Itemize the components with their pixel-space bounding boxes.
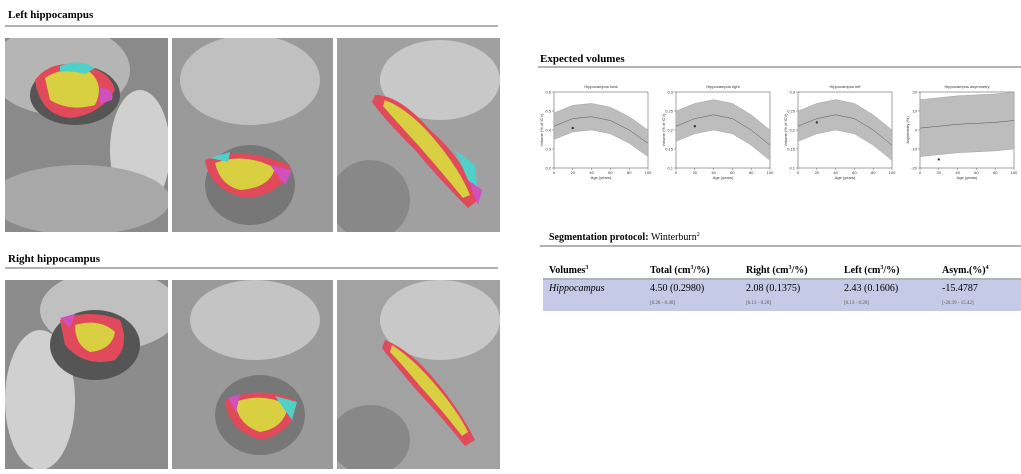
y-tick-label: 0.25 (665, 108, 674, 113)
header-text: Volumes (549, 265, 585, 276)
x-axis-label: Age (years) (835, 175, 856, 180)
protocol-line: Segmentation protocol: Winterburn2 (549, 232, 700, 243)
mri-image (0, 25, 170, 235)
row-label: Hippocampus (548, 283, 605, 294)
page: Left hippocampus Right hippocampus (0, 0, 1021, 469)
header-text: Total (cm (650, 265, 691, 276)
column-header: Right (cm3/%) (746, 265, 808, 276)
y-axis-label: Asymmetry (%) (905, 116, 910, 144)
y-tick-label: 10 (913, 108, 918, 113)
y-tick-label: 20 (913, 89, 918, 94)
chart-title: Hippocampus asymmetry (944, 84, 989, 89)
chart-title: Hippocampus right (706, 84, 740, 89)
y-tick-label: 0.2 (545, 165, 551, 170)
x-tick-label: 80 (627, 170, 632, 175)
x-axis-label: Age (years) (713, 175, 734, 180)
y-tick-label: 0.1 (667, 165, 673, 170)
range: [0.26 - 0.40] (650, 301, 675, 306)
section-title: Expected volumes (540, 53, 625, 65)
x-tick-label: 80 (871, 170, 876, 175)
protocol-label: Segmentation protocol: (549, 232, 649, 243)
x-tick-label: 0 (919, 170, 922, 175)
x-tick-label: 100 (1011, 170, 1018, 175)
mri-image (172, 35, 333, 232)
protocol-name: Winterburn (651, 232, 697, 243)
cell: 2.43 (0.1606) (844, 283, 898, 294)
header-rest: /%) (882, 265, 899, 276)
column-header: Volumes3 (549, 265, 588, 276)
x-tick-label: 80 (749, 170, 754, 175)
cell: 2.08 (0.1375) (746, 283, 800, 294)
header-rest: /%) (692, 265, 709, 276)
header-rest: /%) (791, 265, 808, 276)
y-tick-label: 0.1 (789, 165, 795, 170)
y-tick-label: 0.3 (545, 146, 551, 151)
column-header: Total (cm3/%) (650, 265, 710, 276)
chart-title: Hippocampus total (584, 84, 617, 89)
patient-point (938, 158, 940, 160)
confidence-band (920, 92, 1014, 157)
y-tick-label: 0.5 (545, 108, 551, 113)
cell: -15.4787 (942, 283, 978, 294)
y-tick-label: 0.6 (545, 89, 551, 94)
y-axis-label: Volume (% of ICV) (783, 113, 788, 147)
y-tick-label: 0 (915, 127, 918, 132)
x-tick-label: 100 (767, 170, 774, 175)
header-sup: 4 (986, 265, 989, 271)
x-axis-label: Age (years) (957, 175, 978, 180)
x-tick-label: 20 (815, 170, 820, 175)
header-text: Right (cm (746, 265, 789, 276)
x-tick-label: 20 (693, 170, 698, 175)
y-axis-label: Volume (% of ICV) (661, 113, 666, 147)
patient-point (572, 127, 574, 129)
x-tick-label: 20 (571, 170, 576, 175)
cell: 4.50 (0.2980) (650, 283, 704, 294)
y-tick-label: -10 (911, 146, 918, 151)
column-header: Left (cm3/%) (844, 265, 899, 276)
x-tick-label: 80 (993, 170, 998, 175)
y-tick-label: 0.3 (789, 89, 795, 94)
y-tick-label: 0.2 (667, 127, 673, 132)
y-tick-label: 0.3 (667, 89, 673, 94)
mri-image (5, 270, 180, 469)
y-tick-label: 0.15 (787, 146, 796, 151)
x-tick-label: 0 (675, 170, 678, 175)
column-header: Asym.(%)4 (942, 265, 989, 276)
y-tick-label: -20 (911, 165, 918, 170)
protocol-sup: 2 (697, 232, 700, 238)
y-tick-label: 0.25 (787, 108, 796, 113)
x-tick-label: 20 (937, 170, 942, 175)
chart-title: Hippocampus left (830, 84, 862, 89)
range: [0.13 - 0.20] (844, 301, 869, 306)
range: [-20.39 - 15.42] (942, 301, 974, 306)
header-sup: 3 (585, 265, 588, 271)
y-tick-label: 0.2 (789, 127, 795, 132)
y-axis-label: Volume (% of ICV) (539, 113, 544, 147)
mri-image (330, 280, 500, 469)
section-title: Right hippocampus (8, 253, 101, 265)
y-tick-label: 0.4 (545, 127, 551, 132)
y-tick-label: 0.15 (665, 146, 674, 151)
x-axis-label: Age (years) (591, 175, 612, 180)
patient-point (816, 121, 818, 123)
mri-image (330, 38, 500, 240)
section-title: Left hippocampus (8, 9, 94, 21)
header-text: Left (cm (844, 265, 881, 276)
patient-point (694, 125, 696, 127)
mri-image (172, 280, 333, 469)
x-tick-label: 0 (553, 170, 556, 175)
x-tick-label: 0 (797, 170, 800, 175)
x-tick-label: 100 (645, 170, 652, 175)
x-tick-label: 100 (889, 170, 896, 175)
range: [0.13 - 0.20] (746, 301, 771, 306)
header-text: Asym.(%) (942, 265, 986, 276)
